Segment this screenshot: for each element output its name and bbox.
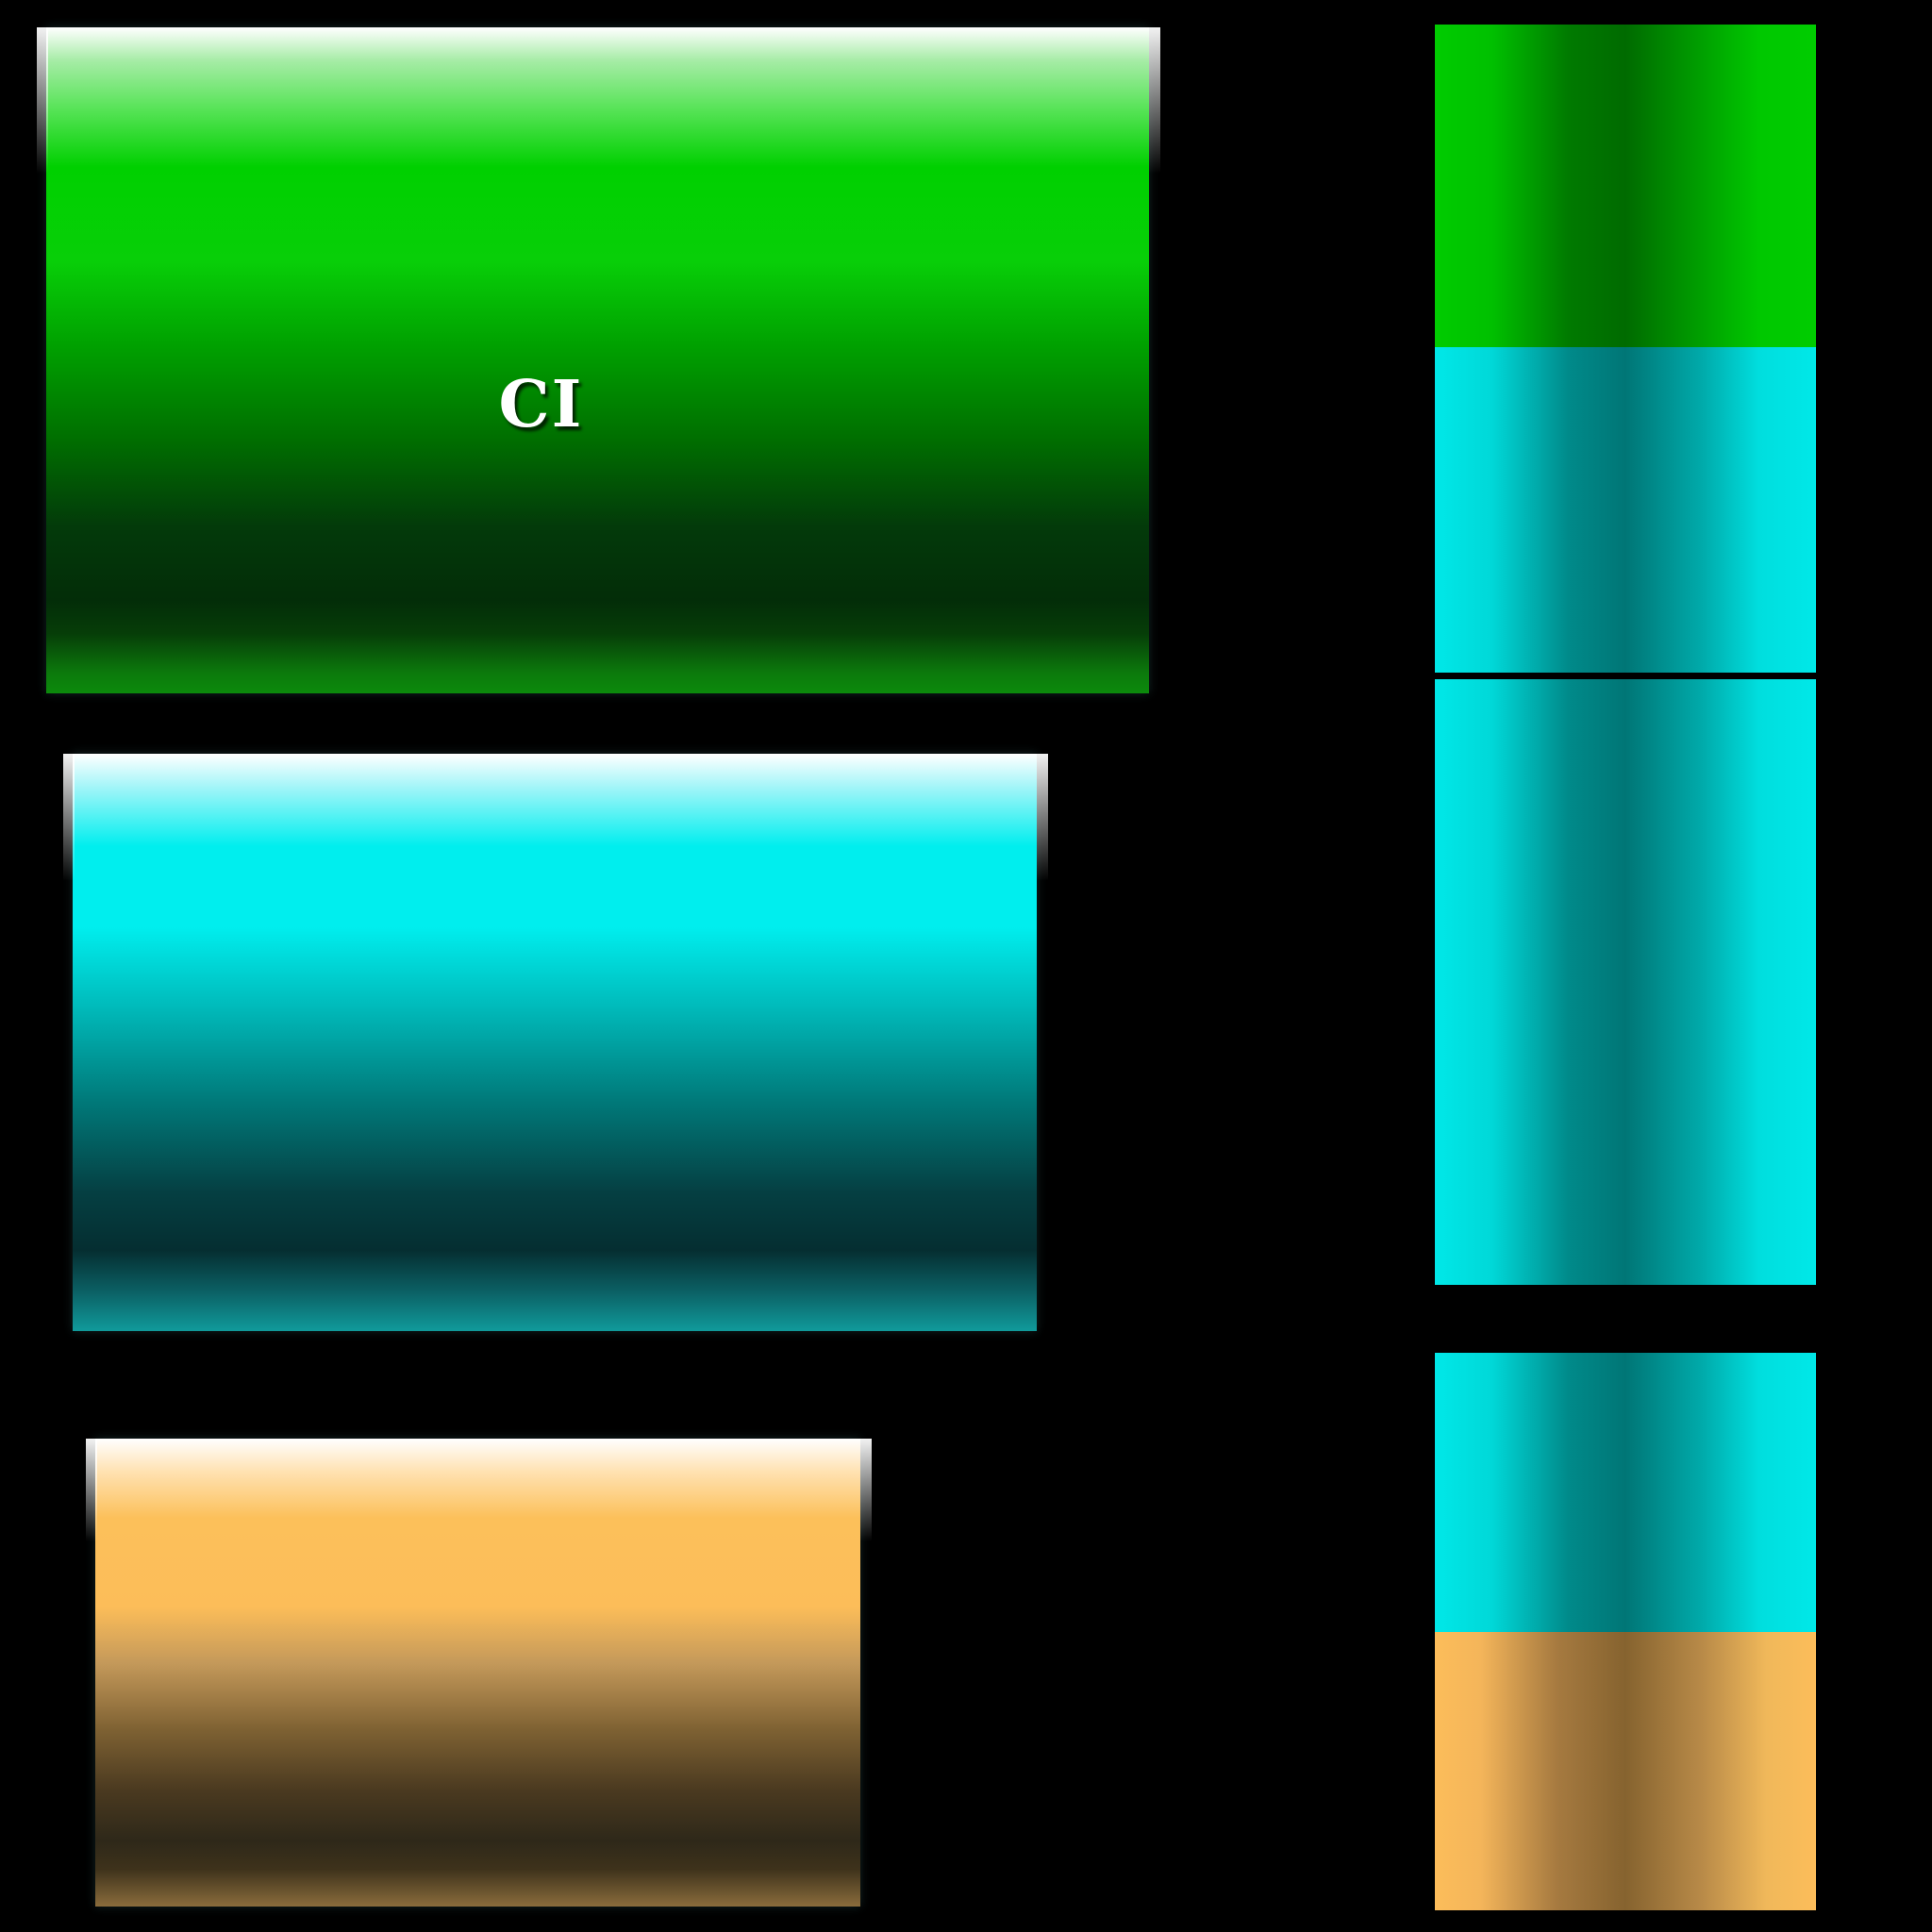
cyan-swatch-top[interactable] — [1435, 347, 1816, 673]
green-gradient-panel[interactable]: CI — [37, 27, 1160, 693]
cyan-swatch-tall[interactable] — [1435, 679, 1816, 1285]
cyan-gradient-panel[interactable] — [63, 754, 1048, 1331]
orange-gradient-panel[interactable] — [86, 1439, 872, 1907]
cyan-swatch-bottom[interactable] — [1435, 1353, 1816, 1632]
panel-label-ci: CI — [498, 367, 584, 442]
orange-swatch[interactable] — [1435, 1632, 1816, 1910]
green-swatch[interactable] — [1435, 25, 1816, 347]
